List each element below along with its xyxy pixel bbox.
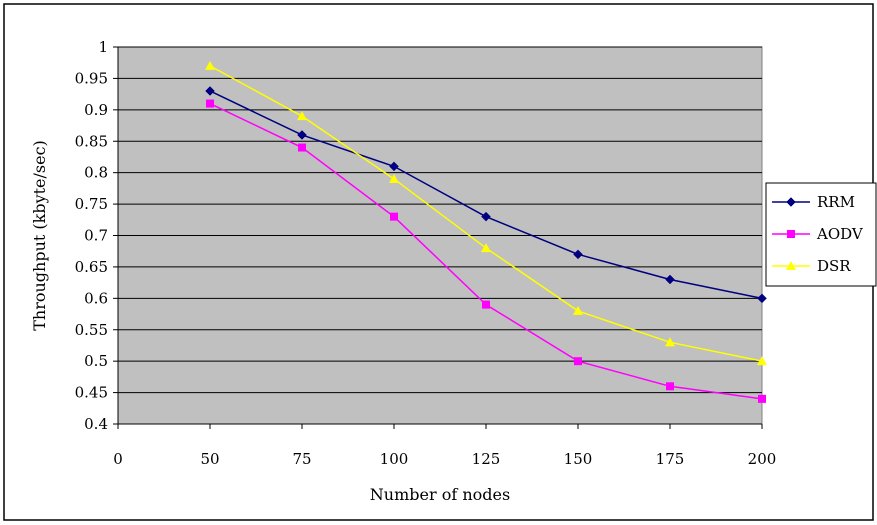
y-tick-labels: 0.4 0.45 0.5 0.55 0.6 0.65 0.7 0.75 0.8 0.85 0.9 0.… <box>75 38 108 433</box>
data-point-aodv <box>390 212 398 221</box>
data-point-dsr <box>573 305 583 315</box>
y-tick-label: 0.8 <box>84 164 108 182</box>
data-point-aodv <box>298 143 306 152</box>
y-tick-label: 0.55 <box>75 321 108 339</box>
data-point-dsr <box>665 337 675 347</box>
data-point-aodv <box>758 394 766 403</box>
series-layer <box>205 60 767 403</box>
x-tick-labels: 0 50 75 100 125 150 175 200 <box>113 450 776 468</box>
x-tick-label: 0 <box>113 450 123 468</box>
legend: RRM AODV DSR <box>765 182 877 287</box>
data-point-rrm <box>665 274 675 285</box>
y-tick-label: 0.5 <box>84 352 108 370</box>
data-point-dsr <box>205 60 215 70</box>
grid-lines <box>113 46 763 429</box>
data-point-rrm <box>205 86 215 96</box>
y-tick-label: 0.95 <box>75 69 108 87</box>
x-tick-label: 150 <box>564 450 593 468</box>
legend-swatch-marker <box>786 261 796 270</box>
data-point-rrm <box>389 161 399 172</box>
x-tick-label: 175 <box>656 450 685 468</box>
x-tick-label: 100 <box>380 450 409 468</box>
data-point-dsr <box>481 243 491 253</box>
x-axis-title: Number of nodes <box>370 485 510 504</box>
x-tick-label: 200 <box>748 450 777 468</box>
x-tick-label: 125 <box>472 450 501 468</box>
data-point-aodv <box>666 382 674 391</box>
series-dsr <box>205 60 767 366</box>
y-tick-label: 0.85 <box>75 132 108 150</box>
data-point-rrm <box>297 130 307 140</box>
data-point-dsr <box>757 356 767 366</box>
data-point-dsr <box>297 111 307 121</box>
data-point-aodv <box>482 300 490 309</box>
data-point-dsr <box>389 173 399 183</box>
legend-item-aodv: AODV <box>772 225 864 243</box>
legend-label: RRM <box>817 193 855 211</box>
legend-item-dsr: DSR <box>772 257 851 275</box>
y-tick-label: 0.65 <box>75 258 108 276</box>
y-tick-label: 1 <box>98 38 108 56</box>
legend-label: AODV <box>816 225 864 243</box>
y-tick-label: 0.45 <box>75 384 108 402</box>
legend-swatch-marker <box>787 230 795 238</box>
data-point-rrm <box>481 211 491 222</box>
legend-swatch-marker <box>786 197 796 207</box>
data-point-rrm <box>573 249 583 260</box>
data-point-aodv <box>206 99 214 108</box>
data-point-aodv <box>574 357 582 366</box>
legend-label: DSR <box>817 257 851 275</box>
x-tick-label: 75 <box>292 450 311 468</box>
legend-item-rrm: RRM <box>772 193 855 211</box>
x-tick-label: 50 <box>200 450 219 468</box>
y-tick-label: 0.6 <box>84 289 108 307</box>
y-axis-title: Throughput (kbyte/sec) <box>30 140 49 331</box>
y-tick-label: 0.7 <box>84 227 108 245</box>
series-aodv <box>206 99 766 403</box>
series-rrm <box>205 86 767 304</box>
y-tick-label: 0.75 <box>75 195 108 213</box>
y-tick-label: 0.4 <box>84 415 108 433</box>
y-tick-label: 0.9 <box>84 101 108 119</box>
data-point-rrm <box>757 293 767 304</box>
